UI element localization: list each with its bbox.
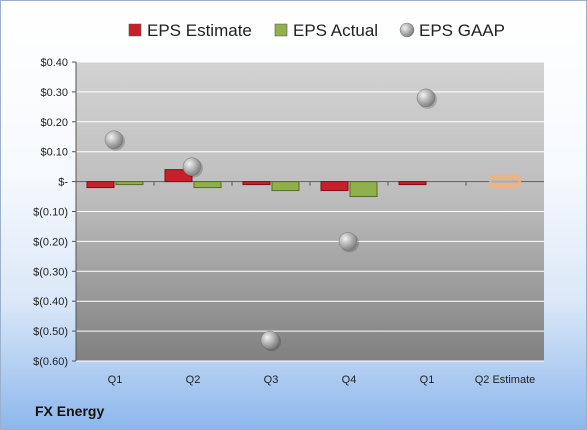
eps-gaap-point bbox=[104, 130, 124, 149]
eps-gaap-point bbox=[416, 88, 436, 108]
y-axis: $0.40 $0.30 $0.20 $0.10 $- $(0.10) $(0.20) $(0.… bbox=[33, 57, 77, 368]
legend-marker bbox=[274, 23, 288, 37]
y-tick-label: $0.40 bbox=[40, 57, 68, 69]
bar-series bbox=[86, 169, 521, 198]
eps-gaap-point bbox=[338, 232, 358, 251]
y-tick-label: $(0.20) bbox=[33, 236, 68, 248]
eps-actual-bar bbox=[115, 181, 144, 186]
y-tick-label: $(0.50) bbox=[33, 326, 68, 338]
x-tick-label: Q4 bbox=[342, 374, 357, 386]
eps-gaap-point bbox=[182, 157, 202, 176]
x-tick-label: Q2 bbox=[186, 374, 201, 386]
y-tick-label: $0.10 bbox=[40, 147, 68, 159]
eps-estimate-bar bbox=[398, 181, 427, 186]
eps-actual-bar bbox=[193, 181, 222, 189]
eps-estimate-bar bbox=[320, 181, 349, 192]
y-tick-label: $(0.10) bbox=[33, 207, 68, 219]
eps-gaap-point bbox=[260, 330, 280, 350]
y-tick-label: $(0.30) bbox=[33, 266, 68, 278]
company-name: FX Energy bbox=[35, 403, 105, 419]
legend-label: EPS GAAP bbox=[419, 21, 505, 40]
legend: EPS Estimate EPS Actual EPS GAAP bbox=[128, 21, 505, 40]
gaap-points bbox=[104, 88, 437, 352]
y-tick-label: $0.20 bbox=[40, 117, 68, 129]
eps-estimate-bar bbox=[242, 181, 271, 186]
y-tick-label: $(0.40) bbox=[33, 296, 68, 308]
x-tick-label: Q1 bbox=[420, 374, 435, 386]
legend-marker bbox=[128, 23, 142, 37]
legend-label: EPS Actual bbox=[293, 21, 378, 40]
eps-actual-bar bbox=[349, 181, 378, 198]
x-axis: Q1 Q2 Q3 Q4 Q1 Q2 Estimate bbox=[75, 181, 536, 386]
eps-actual-bar bbox=[271, 181, 300, 192]
y-tick-label: $- bbox=[58, 177, 68, 189]
legend-marker bbox=[399, 22, 415, 38]
x-tick-label: Q3 bbox=[264, 374, 279, 386]
y-tick-label: $0.30 bbox=[40, 87, 68, 99]
eps-estimate-bar bbox=[86, 181, 115, 189]
x-tick-label: Q2 Estimate bbox=[475, 374, 536, 386]
grid-lines bbox=[76, 61, 544, 362]
legend-label: EPS Estimate bbox=[147, 21, 252, 40]
x-tick-label: Q1 bbox=[108, 374, 123, 386]
y-tick-label: $(0.60) bbox=[33, 356, 68, 368]
